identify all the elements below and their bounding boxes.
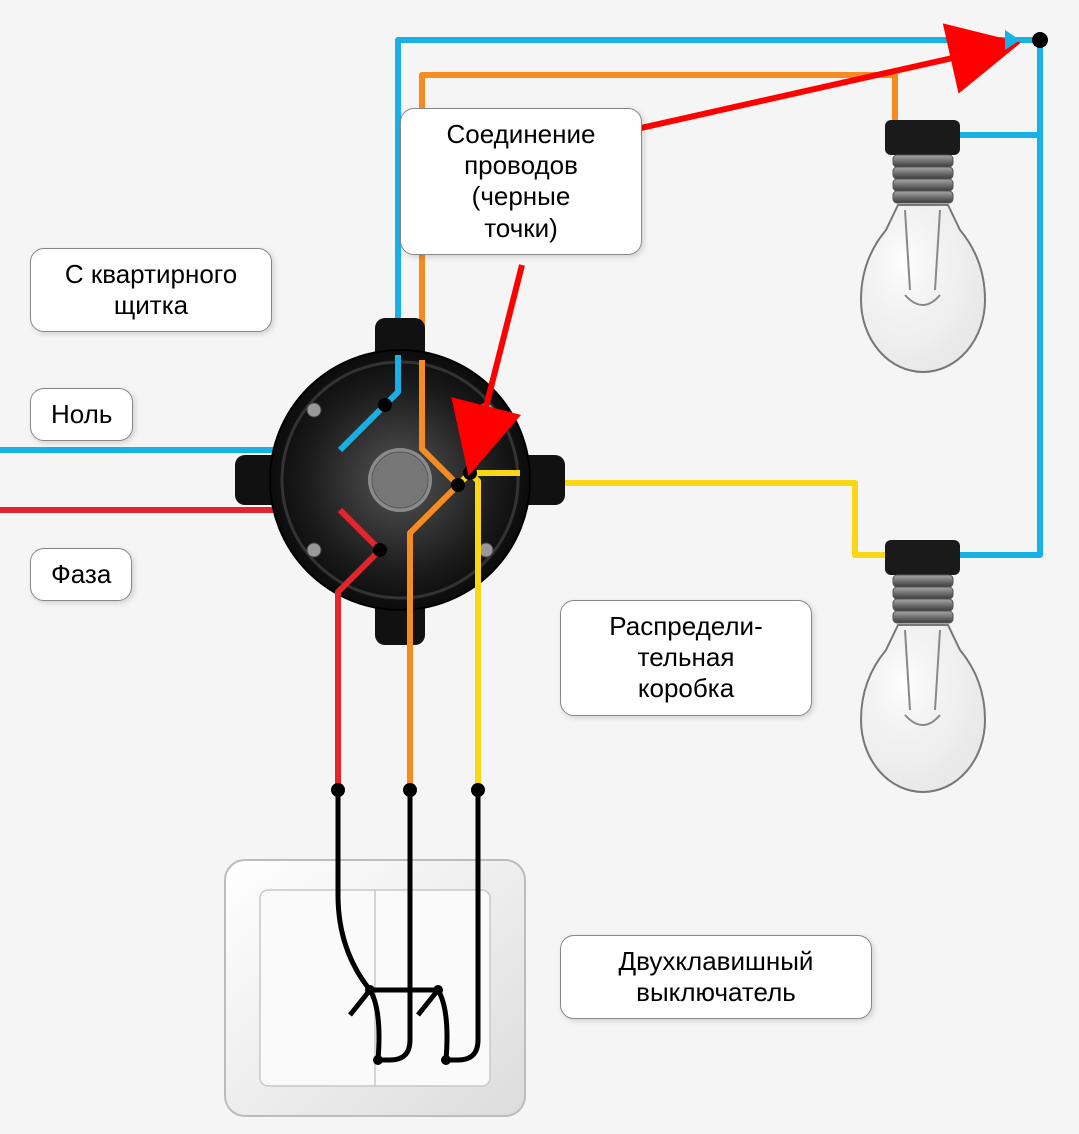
bulb-2 [861, 540, 985, 792]
label-switch: Двухклавишный выключатель [560, 935, 872, 1019]
bulb-1 [861, 120, 985, 372]
label-connection: Соединение проводов (черные точки) [400, 108, 642, 255]
label-phase: Фаза [30, 548, 132, 601]
label-junction-box: Распредели- тельная коробка [560, 600, 812, 716]
label-panel: С квартирного щитка [30, 248, 272, 332]
label-neutral: Ноль [30, 388, 133, 441]
double-switch [225, 790, 525, 1116]
